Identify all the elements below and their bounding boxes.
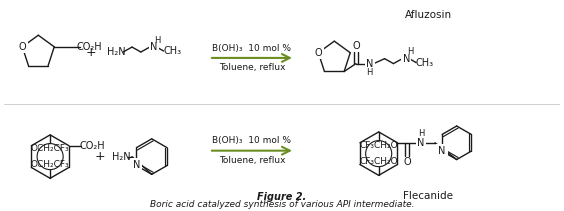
Text: H: H bbox=[418, 129, 424, 138]
Text: N: N bbox=[133, 161, 140, 170]
Text: CF₃CH₂O: CF₃CH₂O bbox=[359, 157, 398, 166]
Text: CF₃CH₂O: CF₃CH₂O bbox=[359, 141, 398, 150]
Text: H₂N: H₂N bbox=[107, 47, 126, 57]
Text: H: H bbox=[407, 47, 413, 56]
Text: O: O bbox=[19, 42, 26, 52]
Text: B(OH)₃  10 mol %: B(OH)₃ 10 mol % bbox=[213, 43, 292, 53]
Text: CH₃: CH₃ bbox=[164, 46, 182, 56]
Text: H₂N: H₂N bbox=[112, 151, 131, 162]
Text: O: O bbox=[352, 41, 360, 51]
Text: Flecanide: Flecanide bbox=[403, 191, 453, 201]
Text: N: N bbox=[366, 59, 373, 69]
Text: H: H bbox=[155, 36, 161, 45]
Text: Afluzosin: Afluzosin bbox=[404, 11, 452, 20]
Text: Toluene, reflux: Toluene, reflux bbox=[219, 63, 285, 72]
Text: OCH₂CF₃: OCH₂CF₃ bbox=[31, 160, 69, 169]
Text: N: N bbox=[438, 146, 446, 156]
Text: B(OH)₃  10 mol %: B(OH)₃ 10 mol % bbox=[213, 136, 292, 145]
Text: H: H bbox=[367, 68, 373, 77]
Text: Toluene, reflux: Toluene, reflux bbox=[219, 156, 285, 165]
Text: CO₂H: CO₂H bbox=[77, 42, 103, 52]
Text: +: + bbox=[85, 46, 96, 58]
Text: Boric acid catalyzed synthesis of various API intermediate.: Boric acid catalyzed synthesis of variou… bbox=[150, 200, 414, 210]
Text: N: N bbox=[417, 138, 425, 148]
Text: O: O bbox=[315, 48, 322, 58]
Text: O: O bbox=[404, 157, 411, 166]
Text: OCH₂CF₃: OCH₂CF₃ bbox=[31, 144, 69, 153]
Text: +: + bbox=[94, 150, 105, 163]
Text: N: N bbox=[150, 42, 157, 52]
Text: CH₃: CH₃ bbox=[416, 58, 434, 68]
Text: CO₂H: CO₂H bbox=[80, 141, 105, 151]
Text: Figure 2.: Figure 2. bbox=[257, 192, 307, 202]
Text: N: N bbox=[403, 54, 410, 64]
